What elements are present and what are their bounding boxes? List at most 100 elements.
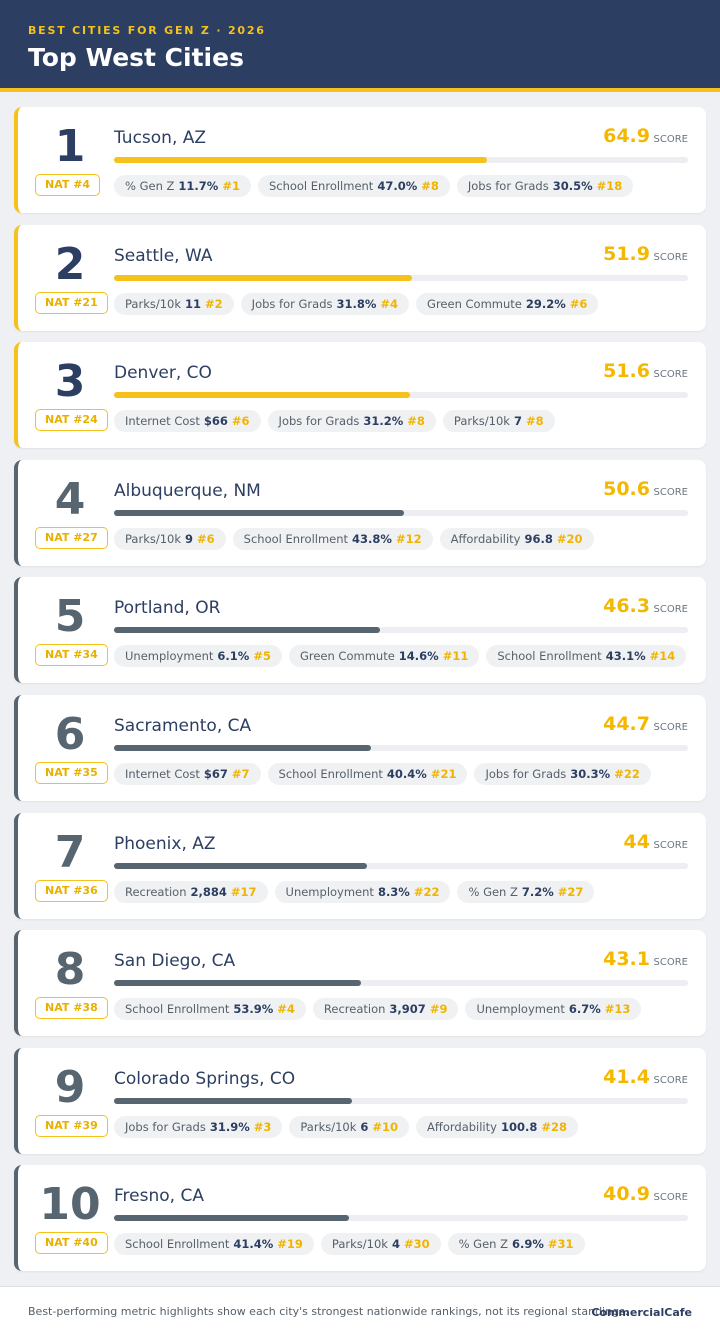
metric-pill: Green Commute 29.2% #6 [416, 292, 599, 315]
metrics: Unemployment 6.1% #5 Green Commute 14.6% #11 S… [114, 645, 687, 668]
score: 41.4 [603, 1065, 650, 1088]
score-label: SCORE [653, 486, 688, 498]
metric-pill: Jobs for Grads 31.8% #4 [240, 292, 410, 315]
metric-name: Jobs for Grads [278, 414, 360, 429]
rank: 5 [54, 591, 86, 643]
national-rank: NAT #21 [35, 291, 108, 314]
metric-value: 9 [185, 531, 194, 546]
score: 51.6 [603, 360, 650, 383]
metrics: Recreation 2,884 #17 Unemployment 8.3% #22 % G… [114, 880, 595, 903]
city-name: Phoenix, AZ [114, 833, 216, 854]
metric-value: 7 [513, 414, 522, 429]
metrics: Internet Cost $67 #7 School Enrollment 40.4%… [114, 763, 651, 785]
city-name: Albuquerque, NM [114, 480, 261, 501]
national-rank: NAT #27 [35, 526, 108, 549]
metric-rank: #14 [649, 649, 676, 664]
metric-name: Parks/10k [453, 414, 510, 429]
metric-name: Jobs for Grads [485, 767, 567, 781]
score: 40.9 [603, 1183, 650, 1206]
metric-name: Unemployment [125, 649, 214, 664]
metric-pill: Unemployment 6.1% #5 [114, 645, 282, 668]
national-rank: NAT #24 [35, 409, 108, 432]
metric-value: 31.8% [336, 296, 377, 311]
metric-value: 7.2% [521, 884, 554, 899]
metrics: % Gen Z 11.7% #1 School Enrollment 47.0% #8 Jo… [114, 175, 634, 197]
metric-rank: #4 [380, 296, 399, 311]
metric-pill: School Enrollment 47.0% #8 [257, 175, 450, 197]
metric-rank: #28 [541, 1119, 567, 1134]
metrics: Parks/10k 9 #6 School Enrollment 43.8% #12 Aff… [114, 527, 594, 550]
metric-rank: #1 [222, 179, 240, 193]
metric-pill: School Enrollment 41.4% #19 [114, 1233, 314, 1256]
rank: 3 [54, 356, 86, 408]
metric-pill: Recreation 2,884 #17 [114, 880, 268, 903]
metric-name: % Gen Z [468, 884, 518, 899]
page-title: Top West Cities [28, 43, 244, 72]
metric-value: 11 [185, 296, 202, 311]
score-bar [114, 980, 362, 987]
score: 51.9 [603, 242, 650, 265]
metric-pill: School Enrollment 43.8% #12 [232, 527, 433, 550]
metric-pill: Parks/10k 9 #6 [114, 527, 226, 550]
metric-pill: Jobs for Grads 30.3% #22 [474, 763, 651, 785]
city-card: 7 NAT #36 Phoenix, AZ 44 SCORE Recreation 2,88… [14, 812, 706, 919]
metric-rank: #11 [442, 649, 469, 664]
metric-value: 4 [391, 1237, 400, 1252]
metric-rank: #6 [569, 296, 588, 311]
metric-rank: #20 [556, 531, 583, 546]
metric-name: School Enrollment [125, 1237, 230, 1252]
metric-name: Jobs for Grads [467, 179, 549, 193]
city-name: Fresno, CA [114, 1186, 204, 1207]
national-rank: NAT #4 [35, 174, 101, 196]
score-bar [114, 745, 371, 751]
metric-name: School Enrollment [268, 179, 374, 193]
metric-rank: #8 [421, 179, 439, 193]
metric-rank: #8 [525, 414, 544, 429]
score-label: SCORE [653, 369, 688, 381]
score: 43.1 [603, 948, 650, 971]
metric-pill: Parks/10k 11 #2 [114, 292, 234, 315]
city-name: Seattle, WA [114, 245, 213, 266]
city-card: 5 NAT #34 Portland, OR 46.3 SCORE Unemploymen… [14, 577, 706, 684]
metric-pill: Affordability 96.8 #20 [439, 527, 594, 550]
metric-value: 96.8 [524, 531, 553, 546]
score-track [114, 274, 688, 281]
metric-value: 41.4% [233, 1237, 274, 1252]
metric-pill: Parks/10k 4 #30 [320, 1233, 441, 1256]
metric-name: Parks/10k [300, 1119, 357, 1134]
score-track [114, 392, 688, 399]
city-card: 1 NAT #4 Tucson, AZ 64.9 SCORE% Gen Z 11.7% #1… [14, 107, 706, 213]
metric-rank: #4 [277, 1002, 295, 1017]
city-name: Portland, OR [114, 598, 221, 619]
metric-rank: #22 [614, 767, 640, 781]
city-card: 2 NAT #21 Seattle, WA 51.9 SCORE Parks/10k 11 #… [14, 224, 706, 331]
metric-value: 40.4% [386, 767, 427, 781]
rank: 2 [54, 238, 86, 290]
score-track [114, 627, 688, 634]
metric-value: 30.3% [570, 767, 611, 781]
metric-value: 3,907 [389, 1002, 426, 1017]
rank: 7 [54, 826, 86, 878]
metric-name: Jobs for Grads [251, 296, 333, 311]
score-track [114, 1097, 688, 1104]
score-track [114, 745, 688, 751]
score-track [114, 862, 688, 869]
metric-rank: #31 [547, 1237, 574, 1252]
metric-name: Recreation [323, 1002, 386, 1017]
score-label: SCORE [653, 839, 688, 851]
score-track [114, 980, 688, 987]
metric-name: School Enrollment [125, 1002, 230, 1017]
metric-name: Internet Cost [125, 767, 200, 781]
score-label: SCORE [653, 134, 688, 145]
national-rank: NAT #35 [35, 762, 108, 784]
city-card: 8 NAT #38 San Diego, CA 43.1 SCORE School Enr… [14, 930, 706, 1037]
metric-rank: #19 [277, 1237, 303, 1252]
metric-name: Parks/10k [331, 1237, 388, 1252]
rank: 10 [39, 1179, 101, 1231]
metric-pill: % Gen Z 11.7% #1 [114, 175, 251, 197]
metric-pill: Green Commute 14.6% #11 [288, 645, 480, 668]
metric-value: 30.5% [552, 179, 593, 193]
metric-pill: Jobs for Grads 31.2% #8 [267, 410, 436, 433]
metric-rank: #7 [231, 767, 250, 781]
